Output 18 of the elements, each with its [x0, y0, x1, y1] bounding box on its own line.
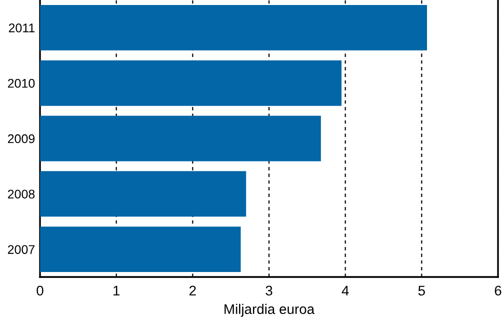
y-tick-label: 2010 [8, 78, 35, 88]
x-tick-label: 1 [114, 286, 120, 296]
bar [40, 116, 321, 162]
y-tick-label: 2007 [8, 245, 35, 254]
x-tick-label: 4 [342, 286, 349, 296]
bar [40, 60, 342, 106]
x-tick-label: 5 [418, 286, 425, 296]
x-axis-title: Miljardia euroa [224, 304, 315, 317]
bar [40, 226, 241, 272]
x-tick-label: 0 [36, 286, 44, 296]
bar [40, 4, 428, 50]
x-tick-label: 3 [266, 286, 272, 296]
y-tick-label: 2008 [8, 190, 35, 199]
y-tick-label: 2011 [8, 24, 35, 32]
y-tick-label: 2009 [8, 134, 35, 144]
bar [40, 171, 246, 217]
x-tick-label: 6 [494, 286, 502, 296]
x-tick-label: 2 [190, 286, 196, 296]
